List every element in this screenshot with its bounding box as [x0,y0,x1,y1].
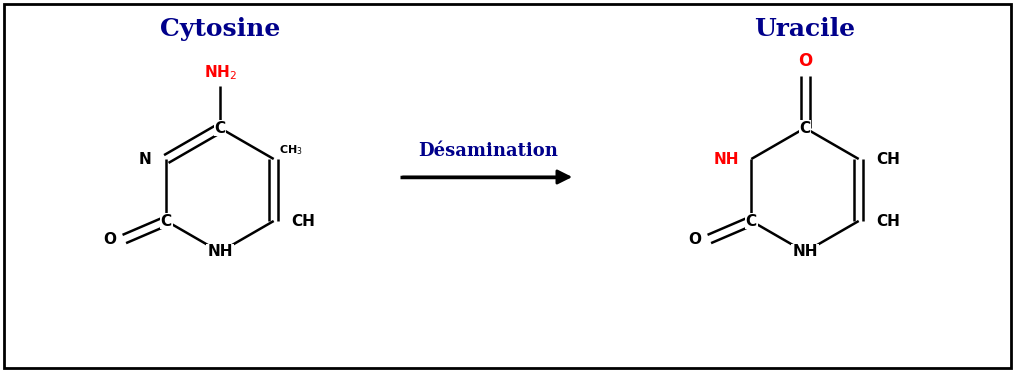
Text: Uracile: Uracile [754,17,856,41]
Text: NH$_2$: NH$_2$ [204,63,236,82]
Text: CH: CH [877,214,900,228]
Text: O: O [104,231,117,247]
Text: C: C [800,121,811,135]
Text: O: O [798,52,812,70]
Text: N: N [139,151,151,167]
Text: C: C [214,121,225,135]
Text: NH: NH [793,244,818,260]
Text: NH: NH [207,244,232,260]
Text: CH: CH [291,214,316,228]
Text: CH$_3$: CH$_3$ [279,143,302,157]
Text: CH: CH [877,151,900,167]
Text: Désamination: Désamination [418,142,558,160]
Text: C: C [160,214,172,228]
Text: NH: NH [714,151,739,167]
Text: O: O [688,231,701,247]
Text: C: C [746,214,757,228]
Text: Cytosine: Cytosine [159,17,280,41]
